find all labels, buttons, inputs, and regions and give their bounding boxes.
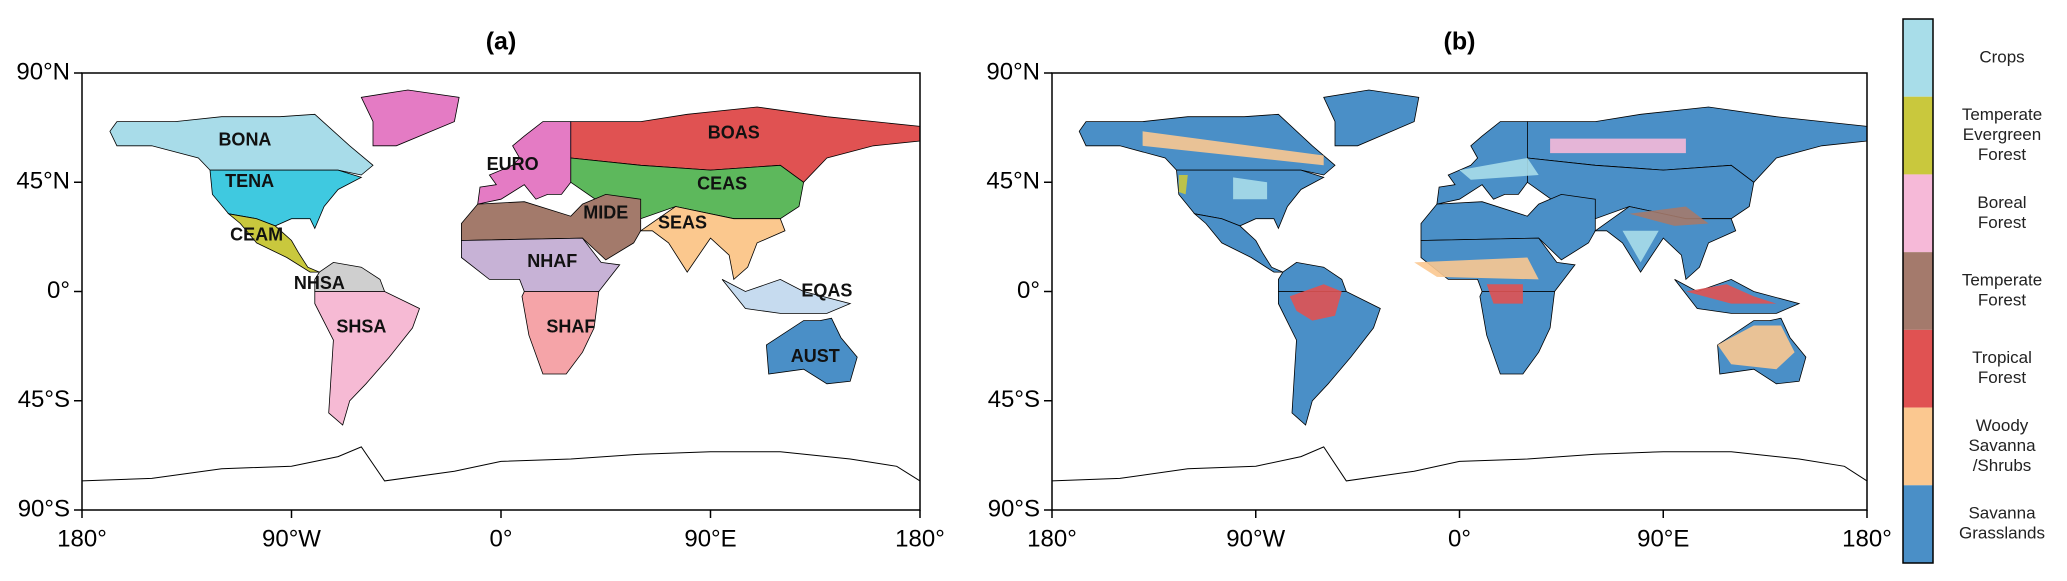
map-panel: BONA TENA CEAM NHSA SHSA EURO BOAS CEAS MIDE NHAF… <box>81 89 921 482</box>
legend-swatch <box>1903 174 1933 253</box>
legend-swatch <box>1903 407 1933 486</box>
legend-label: Woody <box>1976 416 2029 435</box>
legend-label: Tropical <box>1972 348 2032 367</box>
y-tick-label: 90°N <box>986 58 1040 85</box>
region-label: BOAS <box>708 122 760 142</box>
y-tick-label: 90°S <box>18 495 70 522</box>
land-region <box>460 193 642 261</box>
land-cover-patch <box>1459 158 1539 180</box>
x-tick-label: 180° <box>57 525 107 552</box>
land-region <box>1278 291 1381 426</box>
region-label: CEAM <box>230 224 283 244</box>
y-tick-label: 90°N <box>16 58 70 85</box>
land-region <box>1176 169 1325 230</box>
x-tick-label: 90°W <box>262 525 321 552</box>
y-tick-label: 45°N <box>16 168 70 195</box>
land-region <box>227 213 320 273</box>
region-label: CEAS <box>697 173 747 193</box>
land-region <box>521 291 600 375</box>
x-tick-label: 180° <box>1027 525 1077 552</box>
region-label: SHSA <box>336 317 386 337</box>
x-tick-label: 180° <box>1842 525 1892 552</box>
legend-label: Temperate <box>1962 105 2042 124</box>
land-cover-patch <box>1289 284 1342 321</box>
legend-swatch <box>1903 329 1933 408</box>
region-label: MIDE <box>583 203 628 223</box>
y-tick-label: 90°S <box>988 495 1040 522</box>
panel-title: (b) <box>1444 28 1476 56</box>
land-region <box>477 121 572 205</box>
land-cover-patch <box>1685 284 1777 304</box>
legend-label: Forest <box>1978 368 2026 387</box>
land-region <box>1479 291 1556 375</box>
legend-swatch <box>1903 96 1933 175</box>
region-label: EURO <box>487 154 539 174</box>
y-tick-label: 45°S <box>18 386 70 413</box>
land-region <box>765 317 858 385</box>
legend-label: Boreal <box>1977 193 2026 212</box>
map-panel <box>1051 89 1868 482</box>
legend-swatch <box>1903 485 1933 563</box>
y-tick-label: 0° <box>47 277 70 304</box>
region-label: TENA <box>225 171 274 191</box>
y-tick-label: 0° <box>1017 277 1040 304</box>
region-label: AUST <box>791 346 840 366</box>
x-tick-label: 0° <box>1448 525 1471 552</box>
x-tick-label: 90°W <box>1226 525 1285 552</box>
land-region <box>314 261 386 292</box>
region-label: NHAF <box>527 251 577 271</box>
greenland <box>1323 89 1420 147</box>
land-cover-patch <box>1414 257 1539 280</box>
region-label: SHAF <box>546 317 595 337</box>
x-tick-label: 180° <box>895 525 945 552</box>
land-cover-patch <box>1142 131 1324 166</box>
legend-label: Crops <box>1979 47 2024 66</box>
legend-label: Forest <box>1978 213 2026 232</box>
legend-label: Temperate <box>1962 270 2042 289</box>
x-tick-label: 0° <box>490 525 513 552</box>
land-cover-patch <box>1178 175 1188 195</box>
region-label: NHSA <box>294 273 345 293</box>
land-cover-patch <box>1629 206 1709 226</box>
region-label: BONA <box>218 130 271 150</box>
legend-label: /Shrubs <box>1973 456 2032 475</box>
greenland <box>360 89 460 147</box>
y-tick-label: 45°S <box>988 386 1040 413</box>
legend-swatch <box>1903 252 1933 330</box>
land-region <box>721 278 852 314</box>
land-region <box>639 206 786 281</box>
x-tick-label: 90°E <box>684 525 736 552</box>
land-region <box>1193 213 1284 273</box>
land-region <box>1278 261 1347 292</box>
antarctica <box>1051 446 1868 482</box>
legend-label: Forest <box>1978 145 2026 164</box>
y-tick-label: 45°N <box>986 168 1040 195</box>
x-tick-label: 90°E <box>1637 525 1689 552</box>
land-cover-patch <box>1622 230 1659 263</box>
land-cover-patch <box>1717 325 1795 370</box>
land-region <box>1436 121 1528 205</box>
land-cover-patch <box>1486 284 1523 304</box>
land-cover-patch <box>1233 177 1268 200</box>
land-cover-patch <box>1550 138 1686 154</box>
antarctica <box>81 446 921 482</box>
legend-label: Grasslands <box>1959 524 2045 543</box>
land-region <box>1420 193 1596 261</box>
land-region <box>109 113 374 176</box>
panel-title: (a) <box>486 28 517 56</box>
colorbar-frame <box>1902 18 1934 564</box>
legend-label: Forest <box>1978 290 2026 309</box>
land-region <box>314 291 420 426</box>
region-label: SEAS <box>658 212 707 232</box>
legend-swatch <box>1903 19 1933 97</box>
region-label: EQAS <box>801 280 852 300</box>
legend-label: Evergreen <box>1963 125 2041 144</box>
legend-label: Savanna <box>1968 436 2036 455</box>
legend-label: Savanna <box>1968 504 2036 523</box>
